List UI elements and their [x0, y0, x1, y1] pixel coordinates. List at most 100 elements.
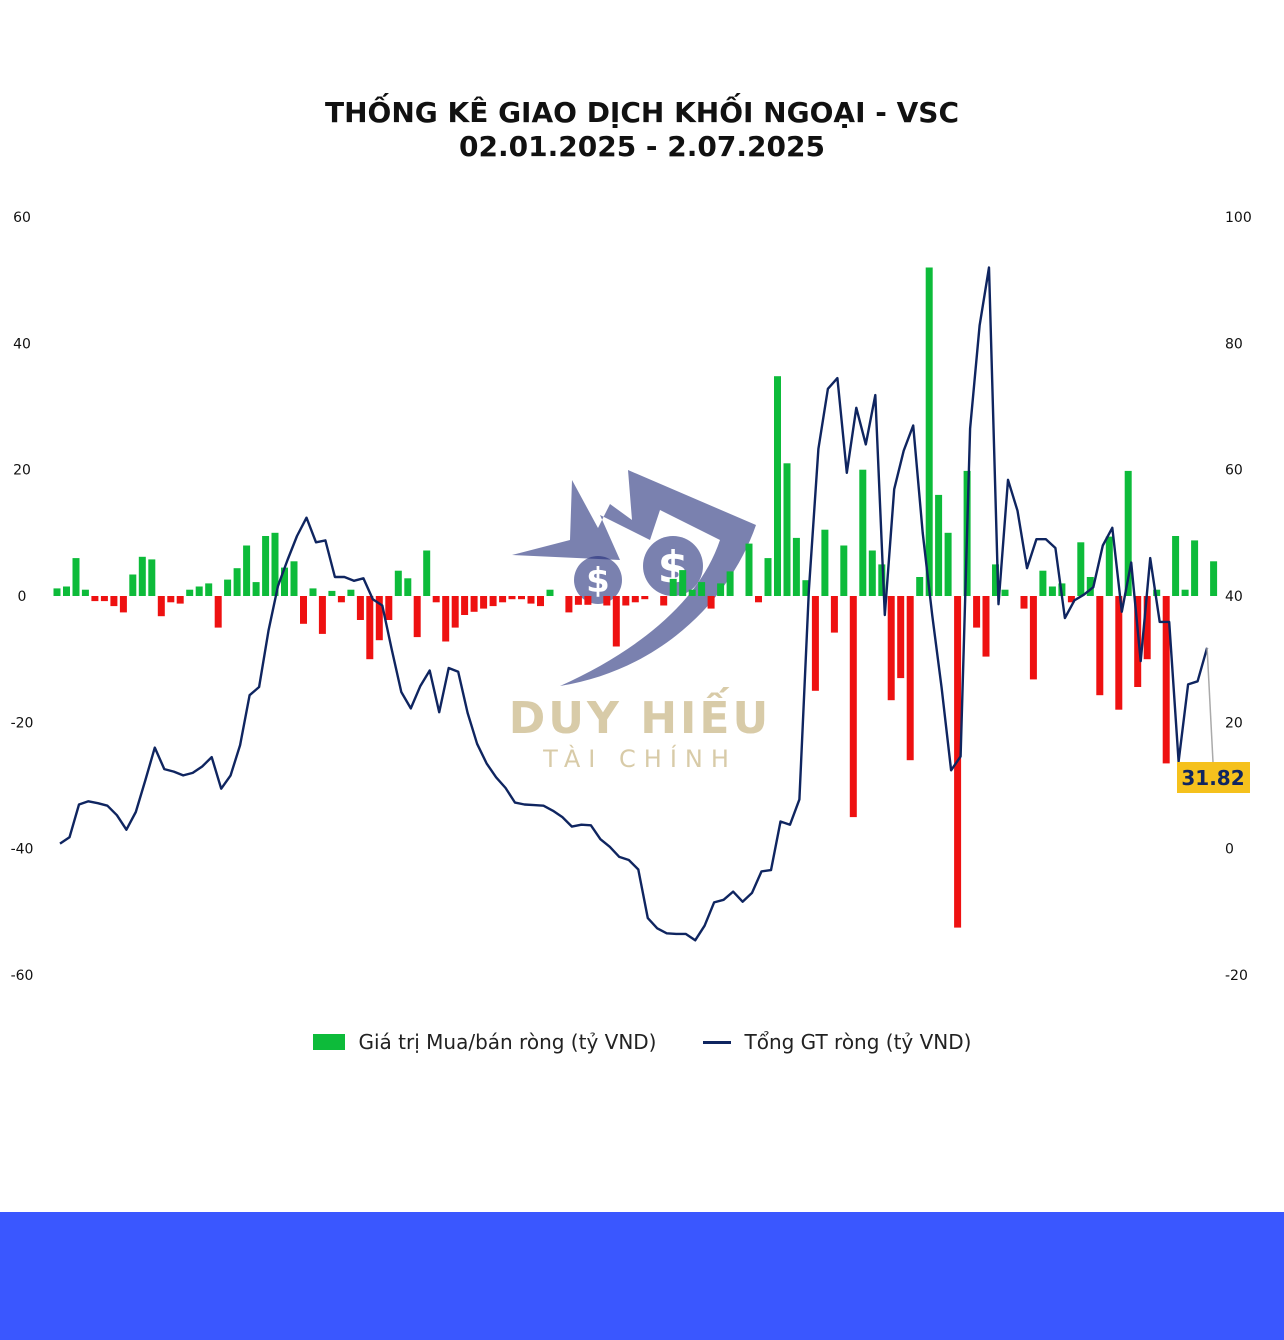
bar	[887, 596, 895, 701]
bar	[1105, 536, 1113, 596]
chart-legend: Giá trị Mua/bán ròng (tỷ VND) Tổng GT rò…	[0, 1030, 1284, 1054]
last-value-callout: 31.82	[1177, 647, 1250, 793]
bar	[300, 596, 307, 624]
bar	[1039, 570, 1047, 596]
last-value-leader-line	[1206, 647, 1214, 763]
bar	[944, 532, 952, 596]
bar	[1124, 470, 1132, 596]
bar	[518, 596, 525, 600]
line-series	[59, 266, 1209, 942]
bar	[423, 550, 431, 596]
bar	[442, 596, 450, 642]
legend-item-bars: Giá trị Mua/bán ròng (tỷ VND)	[312, 1030, 657, 1054]
bar	[802, 580, 810, 596]
bar	[347, 589, 355, 596]
bar	[470, 596, 478, 612]
bar	[1096, 596, 1104, 696]
watermark-logo: $ $	[512, 470, 756, 686]
dollar-shield-logo-icon	[512, 470, 756, 686]
bar	[328, 590, 336, 596]
bar	[792, 537, 800, 596]
bar	[830, 596, 838, 633]
bar	[290, 561, 298, 596]
bar	[148, 559, 156, 596]
bar	[1191, 540, 1199, 596]
bar	[138, 556, 146, 596]
bar	[205, 583, 213, 596]
right-axis-tick-label: 60	[1225, 463, 1243, 479]
bar	[916, 577, 924, 596]
bar	[309, 588, 317, 596]
left-axis-tick-label: -40	[11, 842, 34, 858]
bar	[1020, 596, 1028, 609]
bar	[508, 596, 516, 600]
bar	[992, 564, 999, 596]
bar	[840, 545, 848, 596]
legend-line-swatch	[702, 1040, 731, 1044]
bar	[318, 596, 326, 634]
bar	[1115, 596, 1123, 710]
bar	[271, 532, 279, 596]
bar	[584, 596, 592, 605]
bar	[243, 545, 251, 596]
bar	[774, 376, 781, 596]
bar	[404, 578, 412, 596]
bar	[612, 596, 620, 647]
bar	[375, 596, 383, 641]
bar	[849, 596, 857, 818]
bar	[480, 596, 488, 609]
right-axis-tick-label: 40	[1225, 589, 1243, 605]
dollar-coin-icon-right	[643, 536, 703, 596]
bar	[1181, 589, 1189, 596]
bar	[1048, 586, 1056, 596]
bar	[726, 571, 734, 596]
bar	[897, 596, 905, 679]
bar	[1153, 589, 1161, 596]
chart-title-line2: 02.01.2025 - 2.07.2025	[459, 130, 825, 163]
bar	[698, 582, 706, 596]
left-axis-tick-label: 40	[13, 336, 31, 352]
bar	[394, 570, 402, 596]
right-axis-ticks: 100 80 60 40 20 0 -20	[1225, 210, 1252, 984]
bar	[157, 596, 165, 617]
bar	[119, 596, 127, 613]
bottom-band	[0, 1212, 1284, 1340]
left-axis-tick-label: 60	[13, 210, 31, 226]
bar	[1086, 577, 1094, 596]
legend-bar-label: Giá trị Mua/bán ròng (tỷ VND)	[358, 1030, 657, 1054]
chart-title: THỐNG KÊ GIAO DỊCH KHỐI NGOẠI - VSC 02.0…	[0, 96, 1284, 164]
bar	[91, 596, 99, 602]
bar	[859, 469, 867, 596]
bar	[432, 596, 440, 603]
bar	[1077, 542, 1085, 596]
bar	[622, 596, 630, 606]
bar	[565, 596, 573, 613]
bar	[1029, 596, 1037, 680]
right-axis-tick-label: 20	[1225, 715, 1243, 731]
bar	[186, 589, 194, 596]
bar	[935, 494, 943, 596]
bar	[214, 596, 222, 628]
dollar-sign-left: $	[586, 561, 610, 601]
left-axis-ticks: 60 40 20 0 -20 -40 -60	[11, 210, 34, 984]
bar	[63, 586, 70, 596]
watermark-subtitle: TÀI CHÍNH	[543, 745, 737, 773]
bar	[281, 567, 288, 596]
bar	[688, 589, 696, 596]
left-axis-tick-label: 20	[13, 463, 31, 479]
bar	[1172, 536, 1180, 596]
bar	[81, 589, 89, 596]
bar	[413, 596, 421, 638]
bar	[745, 543, 753, 596]
bar	[973, 596, 981, 628]
right-axis-tick-label: 0	[1225, 842, 1234, 858]
bar	[631, 596, 639, 603]
bar	[878, 564, 886, 596]
legend-item-line: Tổng GT ròng (tỷ VND)	[702, 1030, 971, 1054]
bar	[385, 596, 393, 620]
bar	[868, 550, 876, 596]
bar	[167, 596, 175, 603]
chart-plot: $ $ 60 40 20 0 -20 -40 -60 100 80 60 40 20 0 -20 31.…	[11, 210, 1252, 984]
bar	[811, 596, 819, 691]
bar	[499, 596, 507, 603]
